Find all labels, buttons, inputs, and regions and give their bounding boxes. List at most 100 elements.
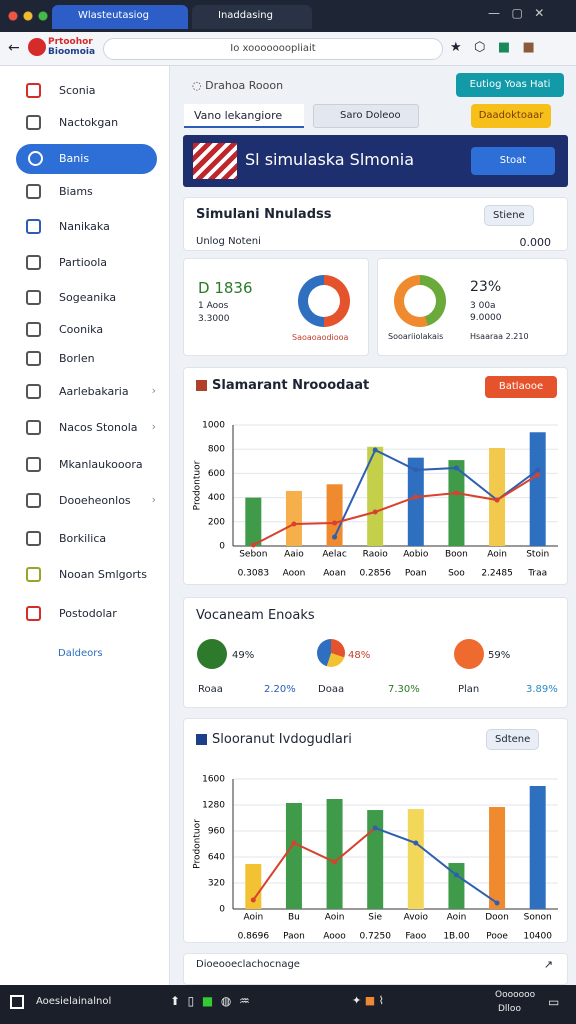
bar bbox=[245, 497, 262, 546]
line-series bbox=[252, 474, 539, 546]
y-tick-label: 0 bbox=[219, 905, 225, 915]
chart-button[interactable]: Sdtene bbox=[486, 729, 540, 750]
x-tick-label: Bu bbox=[288, 913, 300, 923]
chevron: › bbox=[151, 384, 156, 397]
stat-line: 9.0000 bbox=[470, 313, 502, 323]
sidebar-item[interactable]: Mkanlaukooora bbox=[24, 452, 164, 478]
banner-button[interactable]: Stoat bbox=[471, 147, 555, 175]
x-tick-label: Raoio bbox=[363, 550, 389, 560]
line-point bbox=[250, 897, 256, 903]
sidebar-item[interactable]: Nanikaka bbox=[24, 214, 164, 240]
sidebar-icon bbox=[28, 151, 43, 166]
window-dots bbox=[8, 11, 48, 21]
stat-card: 23% 3 00a 9.0000 Sooariiolakais Hsaaraa … bbox=[377, 258, 568, 356]
line-series bbox=[374, 827, 498, 904]
sidebar-icon bbox=[26, 567, 41, 582]
primary-button[interactable]: Eutiog Yoas Hati bbox=[456, 73, 564, 97]
metric-value: 7.30% bbox=[388, 684, 420, 695]
sidebar-item[interactable]: Postodolar bbox=[24, 601, 164, 627]
sidebar-item[interactable]: Dooeheonlos › bbox=[24, 488, 164, 514]
line-point bbox=[332, 859, 338, 865]
sidebar-icon bbox=[26, 531, 41, 546]
sidebar-label: Biams bbox=[59, 185, 93, 198]
sidebar-label: Banis bbox=[59, 152, 90, 165]
metric-label: Doaa bbox=[318, 684, 345, 695]
line-point bbox=[453, 465, 459, 471]
donut-hole bbox=[404, 285, 436, 317]
bar-chart: 0 200 400 600 800 1000 Prodontuor Sebon 0.3083 Aa… bbox=[193, 421, 558, 579]
taskbar-search[interactable]: Aoesielainalnol bbox=[36, 996, 112, 1007]
bar bbox=[407, 457, 424, 546]
metric-icon bbox=[197, 639, 227, 669]
tab-dropdown[interactable]: Saro Doleoo bbox=[313, 104, 419, 128]
x-tick-label: Stoin bbox=[526, 550, 549, 560]
url-field[interactable]: Io xooooooopliait bbox=[103, 38, 443, 60]
x-sublabel: 10400 bbox=[523, 932, 552, 942]
bar bbox=[245, 863, 262, 909]
x-sublabel: 0.8696 bbox=[238, 932, 270, 942]
line-point bbox=[494, 900, 500, 906]
chevron: › bbox=[151, 420, 156, 433]
metric-icon bbox=[454, 639, 484, 669]
tab-bar: Wlasteutasiog Inaddasing — ▢ ✕ bbox=[0, 0, 576, 32]
back-button[interactable]: ← bbox=[8, 40, 20, 56]
sidebar-item[interactable]: Biams bbox=[24, 179, 164, 205]
tab-active[interactable]: Vano lekangiore bbox=[184, 104, 304, 128]
summary-value: 0.000 bbox=[519, 236, 552, 249]
metric-value: 3.89% bbox=[526, 684, 558, 695]
summary-label: Unlog Noteni bbox=[196, 236, 261, 247]
x-tick-label: Aoin bbox=[487, 550, 507, 560]
sidebar-item[interactable]: Sconia bbox=[24, 78, 164, 104]
sidebar-label: Sconia bbox=[59, 84, 96, 97]
summary-card: Simulani Nnuladss Stiene Unlog Noteni 0.… bbox=[183, 197, 568, 251]
sidebar-icon bbox=[26, 322, 41, 337]
stat-line: 3.3000 bbox=[198, 314, 230, 324]
sidebar-item[interactable]: Nooan Smlgorts bbox=[24, 562, 164, 588]
chart-button[interactable]: Batlaooe bbox=[485, 376, 557, 398]
bar bbox=[529, 785, 546, 909]
x-tick-label: Aoin bbox=[447, 913, 467, 923]
browser-tab[interactable]: Wlasteutasiog bbox=[52, 5, 188, 29]
line-point bbox=[250, 542, 256, 548]
logo-mark bbox=[28, 38, 46, 56]
notification-icon[interactable]: ▭ bbox=[548, 995, 560, 1009]
sidebar-icon bbox=[26, 493, 41, 508]
stat-line: 3 00a bbox=[470, 301, 496, 311]
tray-icons: ✦ ■ ⌇ bbox=[352, 994, 384, 1007]
sidebar-item[interactable]: Nactokgan bbox=[24, 110, 164, 136]
sidebar-item[interactable]: Coonika bbox=[24, 317, 164, 343]
sidebar-icon bbox=[26, 290, 41, 305]
bar bbox=[489, 447, 506, 546]
metrics-title: Vocaneam Enoaks bbox=[196, 608, 315, 623]
line-point bbox=[372, 509, 378, 515]
sidebar-icon bbox=[26, 83, 41, 98]
secondary-button[interactable]: Daadoktoaar bbox=[471, 104, 551, 128]
line-point bbox=[332, 520, 338, 526]
sidebar-item[interactable]: Borlen bbox=[24, 346, 164, 372]
summary-pill[interactable]: Stiene bbox=[484, 205, 534, 226]
sidebar-item[interactable]: Aarlebakaria › bbox=[24, 379, 164, 405]
sidebar-footer[interactable]: Daldeors bbox=[58, 648, 103, 659]
bar bbox=[448, 460, 465, 546]
sidebar-item[interactable]: Banis bbox=[16, 144, 157, 174]
browser-icons: ★ ⬡ ■ ■ bbox=[450, 40, 535, 55]
x-tick-label: Aobio bbox=[403, 550, 429, 560]
browser-tab[interactable]: Inaddasing bbox=[192, 5, 312, 29]
collapse-icon[interactable]: ↗ bbox=[543, 958, 553, 971]
sidebar-item[interactable]: Partioola bbox=[24, 250, 164, 276]
y-tick-label: 200 bbox=[208, 517, 225, 527]
start-icon[interactable] bbox=[10, 995, 24, 1009]
logo-top: Prtoohor bbox=[48, 37, 93, 47]
sidebar-item[interactable]: Nacos Stonola › bbox=[24, 415, 164, 441]
x-sublabel: Paon bbox=[283, 932, 305, 942]
sidebar-item[interactable]: Sogeanika bbox=[24, 285, 164, 311]
profile-icon: ■ bbox=[522, 40, 535, 55]
sidebar-icon bbox=[26, 420, 41, 435]
stat-caption: Hsaaraa 2.210 bbox=[470, 332, 529, 341]
sidebar-item[interactable]: Borkilica bbox=[24, 526, 164, 552]
y-tick-label: 640 bbox=[208, 853, 225, 863]
donut bbox=[298, 275, 350, 327]
x-sublabel: 0.2856 bbox=[359, 569, 391, 579]
line-point bbox=[332, 534, 338, 540]
